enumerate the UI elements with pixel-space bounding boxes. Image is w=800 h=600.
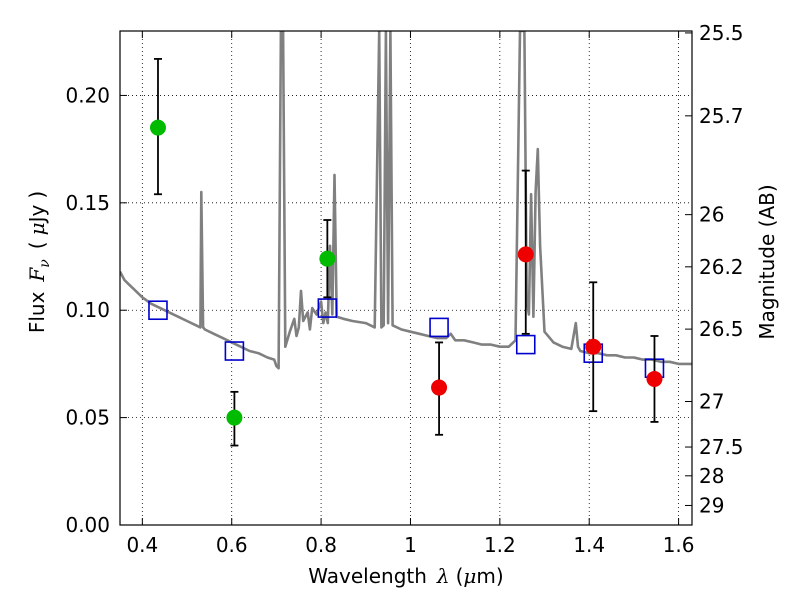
right-tick-label: 28 <box>699 464 724 488</box>
data-point <box>149 119 166 136</box>
y-tick-label: 0.05 <box>65 406 110 430</box>
plot-area <box>120 31 692 447</box>
x-tick-label: 0.8 <box>305 533 337 557</box>
right-tick-label: 25.7 <box>699 104 744 128</box>
y-axis-symbol: F <box>25 267 49 283</box>
x-tick-label: 0.4 <box>126 533 158 557</box>
y-axis-label: FluxFν(μJy) <box>25 191 53 333</box>
ticks <box>120 31 692 526</box>
right-tick-label: 26.2 <box>699 255 744 279</box>
model-square-marker <box>515 334 536 355</box>
right-tick-label: 29 <box>699 493 724 517</box>
data-point <box>226 409 243 426</box>
data-point <box>585 338 602 355</box>
right-tick-label: 25.5 <box>699 21 744 45</box>
data-point <box>319 250 336 267</box>
x-tick-label: 1.4 <box>573 533 605 557</box>
x-tick-label: 1.2 <box>484 533 516 557</box>
right-tick-label: 27 <box>699 390 724 414</box>
y-tick-label: 0.15 <box>65 191 110 215</box>
x-tick-label: 1.6 <box>663 533 695 557</box>
x-axis-label: Wavelength λ (μm) <box>308 564 503 588</box>
x-tick-label: 1 <box>404 533 417 557</box>
y-tick-label: 0.10 <box>65 298 110 322</box>
spectrum-line <box>120 31 692 370</box>
plot-frame <box>119 30 693 526</box>
model-square-marker <box>429 317 449 338</box>
data-point <box>431 379 448 396</box>
right-axis-label: Magnitude (AB) <box>755 184 779 339</box>
right-tick-label: 26.5 <box>699 317 744 341</box>
grid <box>120 31 692 526</box>
tick-labels: 0.4 0.6 0.8 1 1.2 1.4 1.6 0.00 0.05 0.10 0.15 0.20 2… <box>65 21 743 557</box>
y-tick-label: 0.20 <box>65 83 110 107</box>
model-square-marker <box>224 341 245 361</box>
data-point <box>646 370 663 387</box>
x-tick-label: 0.6 <box>216 533 248 557</box>
y-tick-label: 0.00 <box>65 513 110 537</box>
x-axis-symbol: λ <box>436 564 450 588</box>
right-tick-label: 27.5 <box>699 435 744 459</box>
model-square-marker <box>317 298 338 318</box>
model-square-marker <box>148 300 168 321</box>
data-point <box>517 246 534 263</box>
right-tick-label: 26 <box>699 203 724 227</box>
